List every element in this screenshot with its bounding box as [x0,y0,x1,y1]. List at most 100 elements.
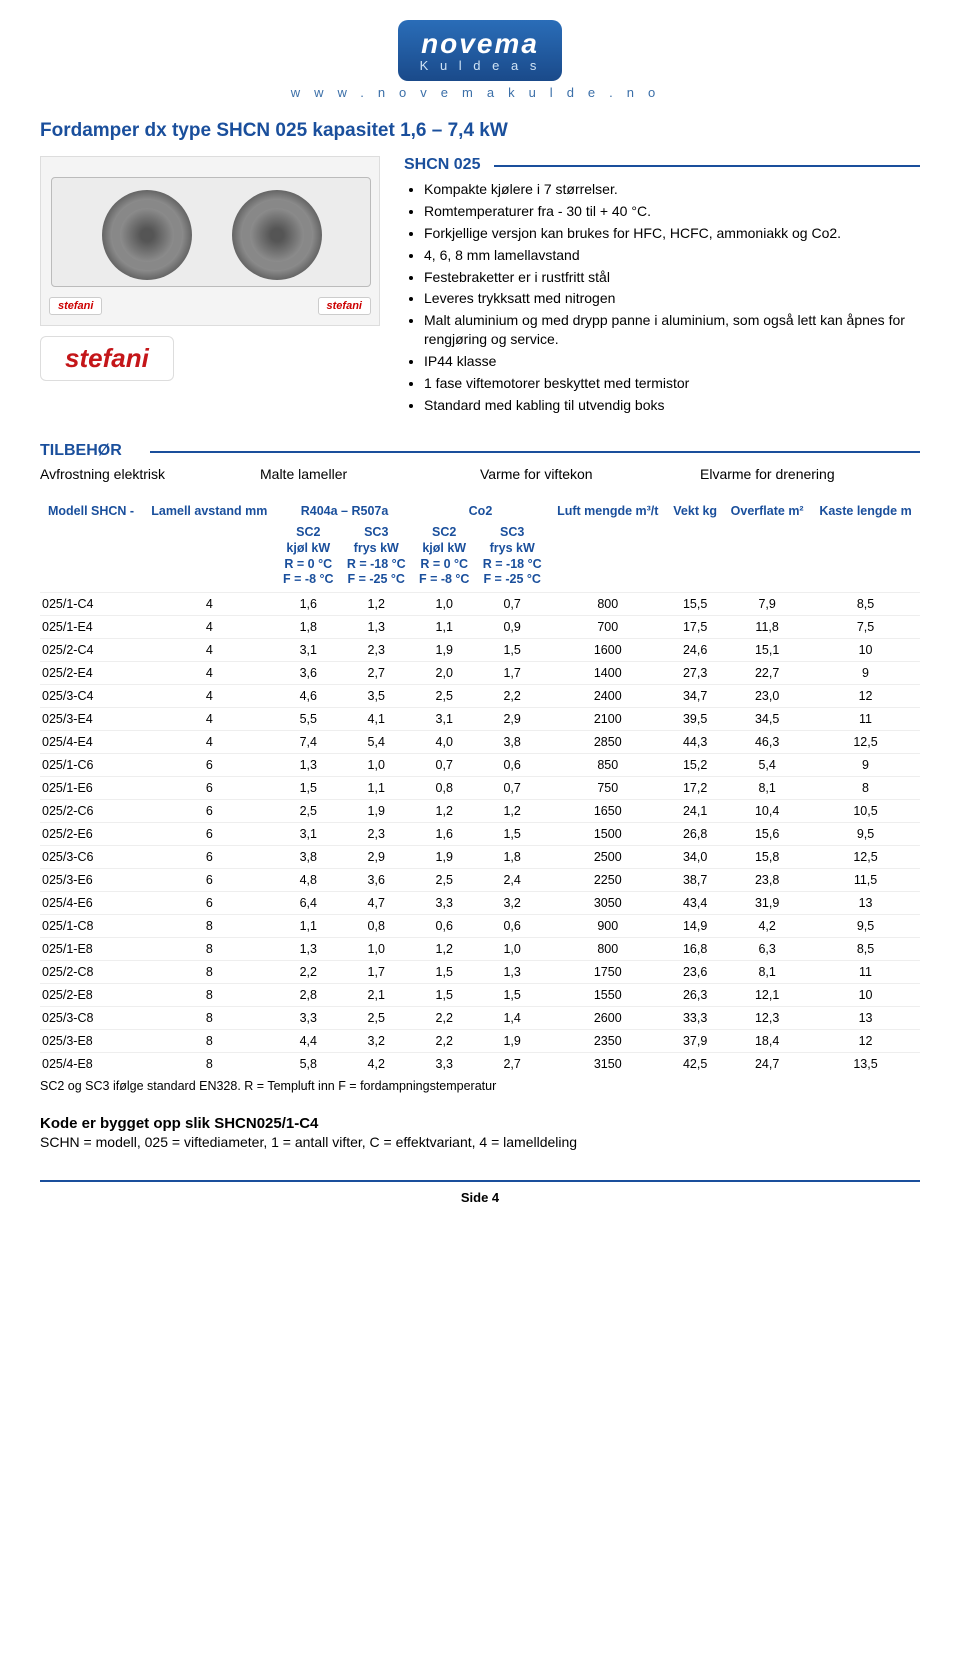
table-cell: 9 [811,661,920,684]
table-row: 025/1-C661,31,00,70,685015,25,49 [40,753,920,776]
table-cell: 15,6 [723,822,811,845]
table-cell: 15,8 [723,845,811,868]
table-cell: 6,4 [277,891,340,914]
table-cell: 025/1-C6 [40,753,142,776]
table-cell: 8 [142,914,277,937]
table-cell: 6 [142,799,277,822]
table-row: 025/3-C883,32,52,21,4260033,312,313 [40,1006,920,1029]
table-cell: 11 [811,707,920,730]
table-row: 025/2-E882,82,11,51,5155026,312,110 [40,983,920,1006]
table-cell: 025/3-C4 [40,684,142,707]
table-cell: 4,6 [277,684,340,707]
spec-bullet: Romtemperaturer fra - 30 til + 40 °C. [424,202,920,221]
table-cell: 2,7 [476,1052,549,1075]
table-cell: 26,3 [667,983,723,1006]
table-cell: 1,0 [340,937,413,960]
table-cell: 8 [142,937,277,960]
table-cell: 12 [811,1029,920,1052]
table-cell: 1,5 [277,776,340,799]
table-cell: 0,7 [476,776,549,799]
table-cell: 1,1 [277,914,340,937]
table-cell: 2,1 [340,983,413,1006]
table-cell: 33,3 [667,1006,723,1029]
table-cell: 7,5 [811,615,920,638]
table-cell: 1,4 [476,1006,549,1029]
table-cell: 6 [142,845,277,868]
table-cell: 4,1 [340,707,413,730]
table-cell: 24,7 [723,1052,811,1075]
col-lamell: Lamell avstand mm [142,500,277,593]
table-row: 025/1-E881,31,01,21,080016,86,38,5 [40,937,920,960]
table-cell: 6,3 [723,937,811,960]
table-cell: 2,2 [413,1006,476,1029]
table-cell: 2,2 [277,960,340,983]
data-table: Modell SHCN - Lamell avstand mm R404a – … [40,500,920,1075]
table-cell: 0,9 [476,615,549,638]
table-cell: 025/1-C8 [40,914,142,937]
table-cell: 8,5 [811,592,920,615]
table-cell: 3,6 [340,868,413,891]
tilbehor-item: Varme for viftekon [480,466,700,482]
table-cell: 13,5 [811,1052,920,1075]
table-row: 025/4-E885,84,23,32,7315042,524,713,5 [40,1052,920,1075]
table-cell: 3050 [548,891,667,914]
table-cell: 1,9 [413,638,476,661]
table-cell: 23,6 [667,960,723,983]
table-cell: 1,3 [277,937,340,960]
table-cell: 2,4 [476,868,549,891]
table-cell: 10 [811,983,920,1006]
table-cell: 24,1 [667,799,723,822]
page-number: Side 4 [461,1190,499,1205]
table-cell: 025/2-C8 [40,960,142,983]
table-cell: 17,5 [667,615,723,638]
table-row: 025/1-E661,51,10,80,775017,28,18 [40,776,920,799]
table-cell: 1,3 [476,960,549,983]
table-cell: 1,7 [340,960,413,983]
table-cell: 3,2 [476,891,549,914]
table-cell: 37,9 [667,1029,723,1052]
table-cell: 0,8 [413,776,476,799]
table-cell: 12 [811,684,920,707]
table-cell: 2,0 [413,661,476,684]
table-cell: 2,3 [340,822,413,845]
table-cell: 14,9 [667,914,723,937]
table-cell: 2,5 [413,868,476,891]
table-cell: 2,7 [340,661,413,684]
table-cell: 4 [142,615,277,638]
table-cell: 5,4 [723,753,811,776]
table-cell: 4 [142,707,277,730]
table-cell: 1,1 [340,776,413,799]
table-row: 025/1-C881,10,80,60,690014,94,29,5 [40,914,920,937]
table-cell: 4,0 [413,730,476,753]
table-row: 025/1-E441,81,31,10,970017,511,87,5 [40,615,920,638]
page-footer: Side 4 [40,1180,920,1205]
table-cell: 10 [811,638,920,661]
table-cell: 025/2-C6 [40,799,142,822]
table-cell: 15,1 [723,638,811,661]
table-cell: 1,7 [476,661,549,684]
table-cell: 0,8 [340,914,413,937]
table-cell: 1,5 [413,983,476,1006]
table-cell: 4 [142,730,277,753]
table-cell: 025/2-E4 [40,661,142,684]
table-cell: 1,2 [413,799,476,822]
table-cell: 800 [548,592,667,615]
table-row: 025/2-C443,12,31,91,5160024,615,110 [40,638,920,661]
table-cell: 4,2 [340,1052,413,1075]
table-cell: 13 [811,1006,920,1029]
table-cell: 8 [142,1029,277,1052]
table-cell: 9,5 [811,822,920,845]
table-cell: 34,5 [723,707,811,730]
table-cell: 1,5 [476,638,549,661]
table-cell: 0,7 [413,753,476,776]
table-cell: 5,4 [340,730,413,753]
col-sc2-2: SC2 kjøl kW R = 0 °C F = -8 °C [413,521,476,592]
table-cell: 4,8 [277,868,340,891]
table-cell: 2,8 [277,983,340,1006]
table-cell: 1,5 [476,983,549,1006]
table-cell: 43,4 [667,891,723,914]
table-cell: 10,5 [811,799,920,822]
table-cell: 1650 [548,799,667,822]
spec-bullet: 4, 6, 8 mm lamellavstand [424,246,920,265]
table-cell: 3,2 [340,1029,413,1052]
